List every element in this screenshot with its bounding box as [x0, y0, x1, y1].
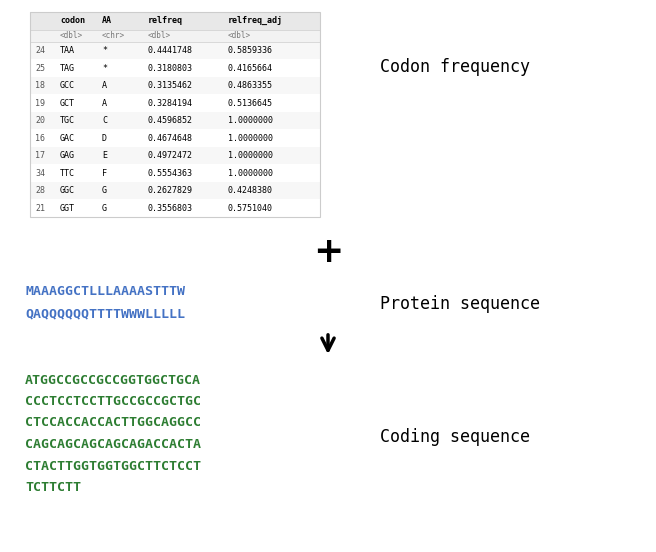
Text: <dbl>: <dbl>	[148, 31, 171, 40]
Text: GGC: GGC	[60, 186, 75, 195]
Text: A: A	[102, 99, 107, 108]
Text: GCC: GCC	[60, 81, 75, 90]
Bar	[30, 182, 320, 199]
Text: Codon frequency: Codon frequency	[380, 58, 530, 76]
Text: 0.2627829: 0.2627829	[148, 186, 193, 195]
Bar	[30, 30, 320, 42]
Text: GAG: GAG	[60, 151, 75, 160]
Text: *: *	[102, 63, 107, 73]
Text: CCCTCCTCCTTGCCGCCGCTGC: CCCTCCTCCTTGCCGCCGCTGC	[25, 395, 201, 408]
Bar	[30, 12, 320, 30]
Text: 0.5136645: 0.5136645	[228, 99, 273, 108]
Text: E: E	[102, 151, 107, 160]
Bar	[30, 164, 320, 182]
Text: 0.5751040: 0.5751040	[228, 204, 273, 213]
Text: Coding sequence: Coding sequence	[380, 428, 530, 446]
Text: 1.0000000: 1.0000000	[228, 169, 273, 178]
Bar	[30, 77, 320, 94]
Text: 1.0000000: 1.0000000	[228, 116, 273, 125]
Text: relfreq_adj: relfreq_adj	[228, 15, 283, 25]
Text: ATGGCCGCCGCCGGTGGCTGCA: ATGGCCGCCGCCGGTGGCTGCA	[25, 374, 201, 386]
Text: QAQQQQQQTTTTWWWLLLLL: QAQQQQQQTTTTWWWLLLLL	[25, 307, 185, 321]
Text: 17: 17	[35, 151, 45, 160]
Text: <dbl>: <dbl>	[228, 31, 251, 40]
Text: TAG: TAG	[60, 63, 75, 73]
Text: 19: 19	[35, 99, 45, 108]
Text: 0.5859336: 0.5859336	[228, 46, 273, 55]
Text: C: C	[102, 116, 107, 125]
Text: 1.0000000: 1.0000000	[228, 151, 273, 160]
Text: GGT: GGT	[60, 204, 75, 213]
Text: 20: 20	[35, 116, 45, 125]
Text: 16: 16	[35, 134, 45, 143]
Text: 0.4596852: 0.4596852	[148, 116, 193, 125]
Bar	[30, 199, 320, 217]
Text: 0.4165664: 0.4165664	[228, 63, 273, 73]
Text: 0.4674648: 0.4674648	[148, 134, 193, 143]
Text: relfreq: relfreq	[148, 15, 183, 25]
Text: 25: 25	[35, 63, 45, 73]
Text: AA: AA	[102, 15, 112, 25]
Text: 0.5554363: 0.5554363	[148, 169, 193, 178]
Text: 34: 34	[35, 169, 45, 178]
Text: TTC: TTC	[60, 169, 75, 178]
Bar	[30, 112, 320, 130]
Text: D: D	[102, 134, 107, 143]
Text: G: G	[102, 204, 107, 213]
Text: A: A	[102, 81, 107, 90]
Text: CTACTTGGTGGTGGCTTCTCCT: CTACTTGGTGGTGGCTTCTCCT	[25, 459, 201, 473]
Text: 0.3180803: 0.3180803	[148, 63, 193, 73]
Text: 18: 18	[35, 81, 45, 90]
Text: GCT: GCT	[60, 99, 75, 108]
Text: GAC: GAC	[60, 134, 75, 143]
Text: 0.4248380: 0.4248380	[228, 186, 273, 195]
Text: TAA: TAA	[60, 46, 75, 55]
Text: CTCCACCACCACTTGGCAGGCC: CTCCACCACCACTTGGCAGGCC	[25, 417, 201, 429]
Text: CAGCAGCAGCAGCAGACCACTA: CAGCAGCAGCAGCAGACCACTA	[25, 438, 201, 451]
Text: +: +	[313, 235, 343, 269]
Text: 1.0000000: 1.0000000	[228, 134, 273, 143]
Text: *: *	[102, 46, 107, 55]
Text: <dbl>: <dbl>	[60, 31, 83, 40]
Bar	[30, 42, 320, 60]
Bar	[30, 94, 320, 112]
Text: 24: 24	[35, 46, 45, 55]
Text: TGC: TGC	[60, 116, 75, 125]
Text: Protein sequence: Protein sequence	[380, 295, 540, 313]
Text: <chr>: <chr>	[102, 31, 125, 40]
Bar	[30, 60, 320, 77]
Text: 21: 21	[35, 204, 45, 213]
Bar	[30, 12, 320, 217]
Text: 0.4863355: 0.4863355	[228, 81, 273, 90]
Text: MAAAGGCTLLLAAAASTTTW: MAAAGGCTLLLAAAASTTTW	[25, 285, 185, 299]
Text: 0.3135462: 0.3135462	[148, 81, 193, 90]
Text: TCTTCTT: TCTTCTT	[25, 481, 81, 494]
Bar	[30, 130, 320, 147]
Text: G: G	[102, 186, 107, 195]
Text: codon: codon	[60, 15, 85, 25]
Bar	[30, 147, 320, 164]
Text: 0.3284194: 0.3284194	[148, 99, 193, 108]
Text: 28: 28	[35, 186, 45, 195]
Text: 0.4441748: 0.4441748	[148, 46, 193, 55]
Text: 0.3556803: 0.3556803	[148, 204, 193, 213]
Text: F: F	[102, 169, 107, 178]
Text: 0.4972472: 0.4972472	[148, 151, 193, 160]
